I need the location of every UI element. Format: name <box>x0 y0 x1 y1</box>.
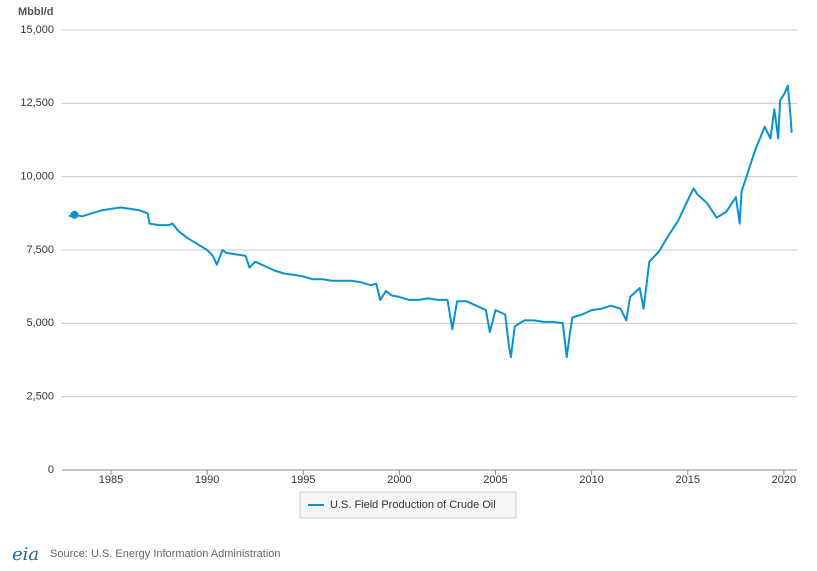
x-tick-label: 2000 <box>387 474 411 486</box>
data-line <box>68 84 793 359</box>
legend-label[interactable]: U.S. Field Production of Crude Oil <box>330 499 496 511</box>
x-tick-label: 1985 <box>99 474 123 486</box>
x-tick-label: 1990 <box>195 474 219 486</box>
y-tick-label: 12,500 <box>20 97 54 109</box>
x-tick-label: 2010 <box>579 474 603 486</box>
y-tick-label: 2,500 <box>26 391 54 403</box>
source: Source: U.S. Energy Information Administ… <box>50 548 281 560</box>
legend-box <box>299 491 517 519</box>
logo[interactable]: eia <box>12 544 39 565</box>
y-tick-label: 15,000 <box>20 24 54 36</box>
x-tick-label: 2015 <box>676 474 700 486</box>
y-tick-label: 5,000 <box>26 317 54 329</box>
x-tick-label: 2020 <box>772 474 796 486</box>
y-tick-label: 7,500 <box>26 244 54 256</box>
y-axis-unit: Mbbl/d <box>18 6 53 18</box>
y-tick-label: 10,000 <box>20 171 54 183</box>
hover-marker <box>70 210 79 219</box>
x-tick-label: 2005 <box>483 474 507 486</box>
y-tick-label: 0 <box>48 464 54 476</box>
x-tick-label: 1995 <box>291 474 315 486</box>
